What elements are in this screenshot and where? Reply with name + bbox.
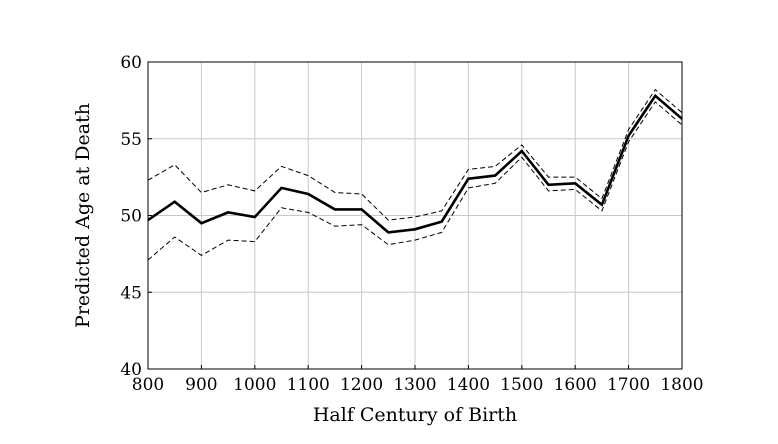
y-axis-ticks: 40 45 50 55 60 [120, 53, 152, 380]
x-tick-label: 1100 [287, 375, 330, 395]
y-axis-label: Predicted Age at Death [72, 103, 94, 328]
x-tick-label: 1300 [393, 375, 436, 395]
series-line-dashed-2 [147, 101, 683, 261]
x-tick-label: 1600 [554, 375, 597, 395]
x-tick-label: 1500 [500, 375, 543, 395]
x-tick-label: 900 [185, 375, 217, 395]
x-tick-label: 1800 [660, 375, 703, 395]
y-tick-label: 50 [120, 207, 142, 227]
grid-lines [147, 61, 683, 370]
x-tick-label: 1000 [233, 375, 276, 395]
series-line-solid [147, 93, 683, 234]
x-axis-ticks: 800 900 1000 1100 1200 1300 1400 1500 1600 1700 18… [132, 365, 704, 395]
series-line-dashed-1 [147, 88, 683, 221]
x-tick-label: 1200 [340, 375, 383, 395]
y-tick-label: 60 [120, 53, 142, 73]
x-tick-label: 1700 [607, 375, 650, 395]
x-tick-label: 800 [132, 375, 164, 395]
series-lines [147, 88, 683, 261]
x-tick-label: 1400 [447, 375, 490, 395]
y-tick-label: 55 [120, 130, 142, 150]
y-tick-label: 40 [120, 360, 142, 380]
x-axis-label: Half Century of Birth [313, 404, 517, 426]
y-tick-label: 45 [120, 283, 142, 303]
